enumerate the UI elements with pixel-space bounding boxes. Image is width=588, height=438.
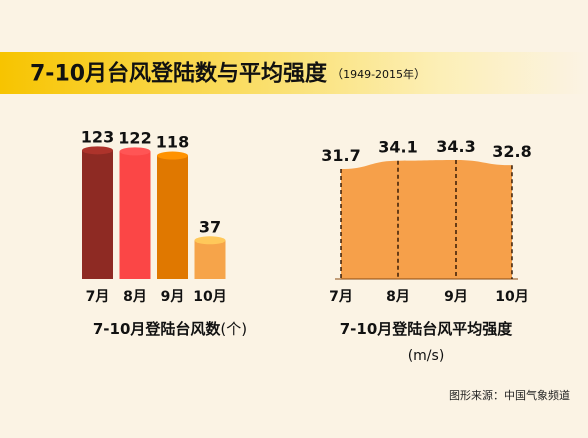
bar-3 [157,155,188,279]
title-band [0,52,588,94]
bar-cap-3 [157,151,188,160]
bar-chart-title: 7-10月登陆台风数(个) [60,318,280,339]
bar-cap-1 [82,146,113,155]
bar-category-label: 8月 [123,289,147,305]
intensity-area [341,160,512,279]
bar-2 [119,151,151,279]
intensity-value-label: 32.8 [492,142,531,161]
area-chart-unit: (m/s) [407,348,445,364]
page-title: 7-10月台风登陆数与平均强度 （1949-2015年） [30,58,426,90]
bar-value-label: 37 [199,217,221,236]
landfall-count-chart: 123 7月 122 8月 118 9月 37 10月 [81,127,227,305]
bar-category-label: 9月 [161,289,185,305]
intensity-category-label: 8月 [386,289,410,305]
bar-chart-title-suffix: (个) [220,320,248,338]
source-credit: 图形来源：中国气象频道 [449,389,570,402]
intensity-value-label: 34.1 [378,138,417,157]
intensity-category-label: 10月 [495,289,528,305]
intensity-category-label: 7月 [329,289,353,305]
bar-value-label: 118 [156,133,189,152]
bar-category-label: 7月 [86,289,110,305]
title-main: 7-10月台风登陆数与平均强度 [30,61,328,87]
intensity-value-label: 34.3 [436,137,475,156]
title-period: （1949-2015年） [331,67,427,81]
bar-value-label: 123 [81,127,114,146]
bar-category-label: 10月 [193,289,226,305]
bar-cap-4 [194,236,226,245]
bar-value-label: 122 [118,128,151,147]
bar-4 [194,240,226,279]
period-text: 1949-2015年 [343,68,415,81]
area-chart-title: 7-10月登陆台风平均强度 [339,320,513,338]
intensity-chart: 31.7 7月 34.1 8月 34.3 9月 32.8 10月 [321,137,531,305]
bar-1 [82,150,113,279]
period-open-paren: （ [331,67,344,81]
bar-chart-title-main: 7-10月登陆台风数 [92,320,221,338]
bar-cap-2 [119,147,151,156]
intensity-category-label: 9月 [444,289,468,305]
intensity-value-label: 31.7 [321,146,360,165]
period-close-paren: ） [414,67,427,81]
